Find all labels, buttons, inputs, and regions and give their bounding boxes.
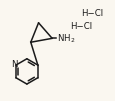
Text: H−Cl: H−Cl (81, 9, 103, 18)
Text: H−Cl: H−Cl (69, 22, 91, 31)
Text: N: N (11, 60, 18, 69)
Text: $\rm NH_2$: $\rm NH_2$ (56, 32, 74, 45)
